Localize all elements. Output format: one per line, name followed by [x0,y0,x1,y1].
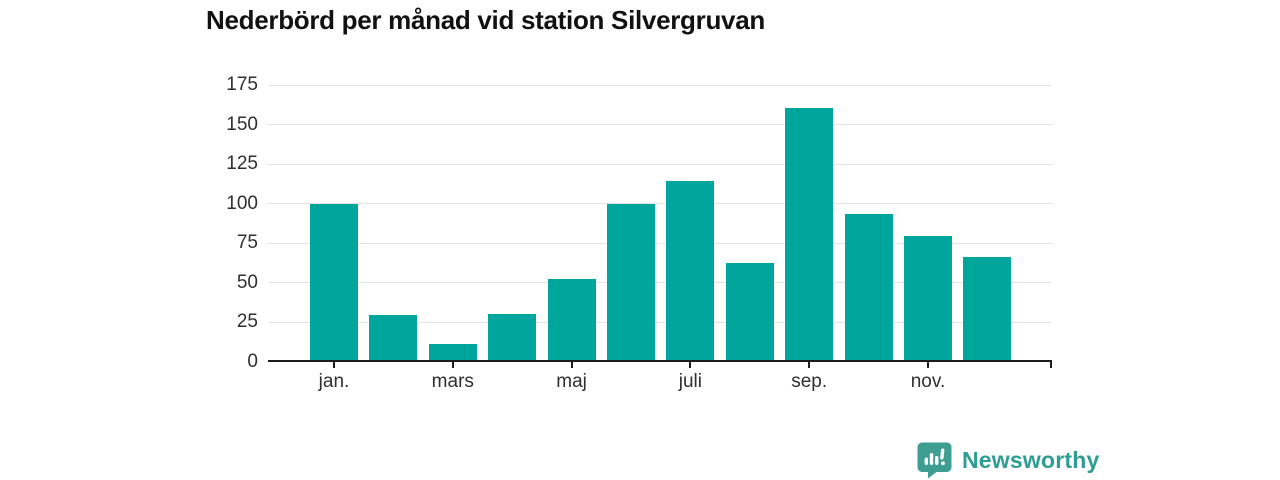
gridline-175 [268,84,1052,86]
gridline-25 [268,321,1052,323]
newsworthy-logo: Newsworthy [916,441,1099,479]
y-tick-label-25: 25 [236,311,258,333]
gridline-150 [268,124,1052,126]
y-tick-label-100: 100 [226,192,258,214]
icon-bar-1 [924,457,928,465]
x-tick-jan [333,362,335,368]
y-axis-labels: 0 25 50 75 100 125 150 175 [180,75,258,372]
bar-12 [963,256,1012,361]
bar-7 [666,180,715,361]
gridline-100 [268,203,1052,205]
x-tick-nov [927,362,929,368]
icon-bar-3 [935,456,939,465]
bar-8 [725,262,774,361]
y-tick-label-150: 150 [226,113,258,135]
bar-9 [785,107,834,361]
x-tick-label-sep: sep. [791,371,828,392]
speech-bubble-shape [917,442,952,479]
x-tick-sep [808,362,811,368]
x-tick-label-juli: juli [678,371,703,392]
icon-exclamation-stroke [940,448,945,460]
gridline-75 [268,242,1052,244]
newsworthy-wordmark: Newsworthy [962,446,1100,473]
y-tick-label-175: 175 [226,74,258,95]
y-tick-label-0: 0 [247,351,258,372]
icon-bar-2 [929,453,934,465]
x-tick-label-nov: nov. [910,371,946,392]
icon-exclamation-dot [941,461,945,466]
bar-11 [904,235,952,361]
x-tick-label-jan: jan. [318,371,350,392]
y-tick-label-50: 50 [236,271,258,293]
x-tick-mars [451,362,454,368]
gridline-125 [268,163,1052,165]
y-tick-label-75: 75 [236,232,258,254]
x-tick-label-maj: maj [556,371,587,392]
chart-title: Nederbörd per månad vid station Silvergr… [206,5,765,35]
y-tick-label-125: 125 [226,153,258,175]
bar-6 [607,204,655,361]
x-tick-label-mars: mars [431,371,474,392]
gridline-50 [268,282,1052,284]
bar-4 [488,313,537,361]
x-axis-end-tick [1050,362,1052,368]
newsworthy-icon [917,442,952,479]
x-axis-line [268,360,1052,362]
bar-2 [369,315,418,361]
bar-10 [844,213,893,361]
x-tick-maj [570,362,573,368]
bar-1 [310,204,358,361]
bar-3 [428,343,477,361]
x-axis-labels: jan. mars maj juli sep. nov. [268,371,1052,395]
plot-area [268,84,1052,368]
bar-5 [547,278,596,361]
x-tick-juli [689,362,692,368]
